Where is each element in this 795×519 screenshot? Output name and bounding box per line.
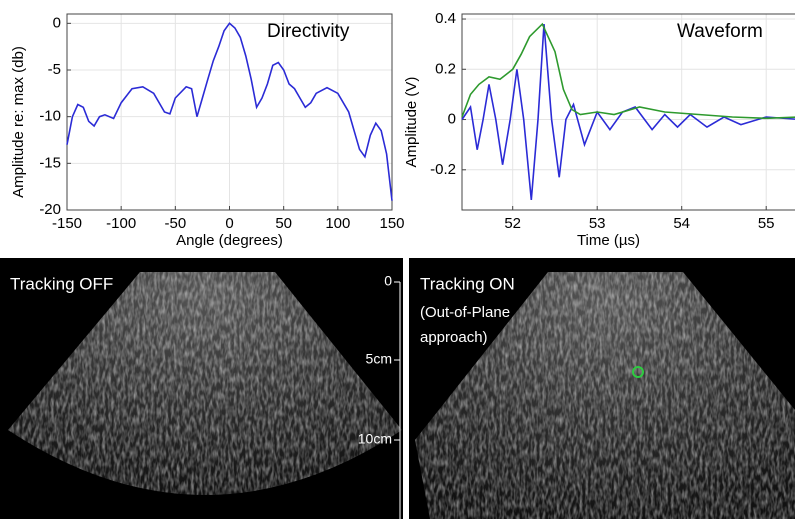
panel-label: Tracking OFF	[10, 274, 113, 293]
x-tick-label: 50	[275, 215, 292, 232]
depth-label: 5cm	[366, 351, 392, 367]
y-tick-label: 0.2	[435, 60, 456, 77]
y-tick-label: -5	[48, 61, 61, 78]
x-tick-label: 0	[225, 215, 233, 232]
depth-label: 10cm	[358, 431, 392, 447]
x-axis-label: Angle (degrees)	[176, 232, 283, 249]
x-tick-label: 53	[589, 215, 606, 232]
panel-divider	[403, 258, 409, 519]
x-tick-label: 52	[504, 215, 521, 232]
plot-frame	[461, 13, 795, 211]
panel-note: approach)	[420, 329, 488, 346]
x-tick-label: 55	[758, 215, 775, 232]
x-axis-label: Time (µs)	[577, 232, 640, 249]
plot-area	[462, 14, 795, 210]
chart: 52 53 54 55 -0.2 0 0.2 0.4 Waveform Time (µs) Ampl…	[403, 10, 795, 249]
y-tick-label: 0	[53, 14, 61, 31]
y-tick-label: 0	[448, 111, 456, 128]
plot-frame	[66, 13, 393, 211]
x-tick-label: -150	[52, 215, 82, 232]
x-tick-label: -50	[164, 215, 186, 232]
x-tick-label: -100	[106, 215, 136, 232]
data-line	[461, 22, 795, 120]
y-tick-label: -0.2	[430, 161, 456, 178]
chart-title: Directivity	[267, 21, 350, 42]
chart: -150 -100 -50 0 50 100 150-20-15-10-50 Directiv…	[10, 13, 405, 249]
panel-label: Tracking ON	[420, 274, 515, 293]
ultrasound-speckle-left	[8, 272, 402, 495]
y-axis-label: Amplitude re: max (db)	[10, 46, 27, 198]
depth-label: 0	[384, 273, 392, 289]
tracked-tip-marker	[632, 366, 644, 378]
y-tick-label: 0.4	[435, 10, 456, 27]
x-tick-label: 54	[673, 215, 690, 232]
y-tick-label: -20	[39, 201, 61, 218]
y-axis-label: Amplitude (V)	[403, 77, 420, 168]
x-tick-label: 150	[379, 215, 404, 232]
chart-title: Waveform	[677, 21, 763, 42]
ultrasound-speckle-right	[415, 272, 795, 519]
ultrasound-panels: 0 5cm 10cm Tracking OFF Tracking ON (Out…	[0, 258, 795, 519]
y-tick-label: -10	[39, 108, 61, 125]
panel-note: (Out-of-Plane	[420, 304, 510, 321]
y-tick-label: -15	[39, 154, 61, 171]
x-tick-label: 100	[325, 215, 350, 232]
data-line	[66, 22, 393, 201]
